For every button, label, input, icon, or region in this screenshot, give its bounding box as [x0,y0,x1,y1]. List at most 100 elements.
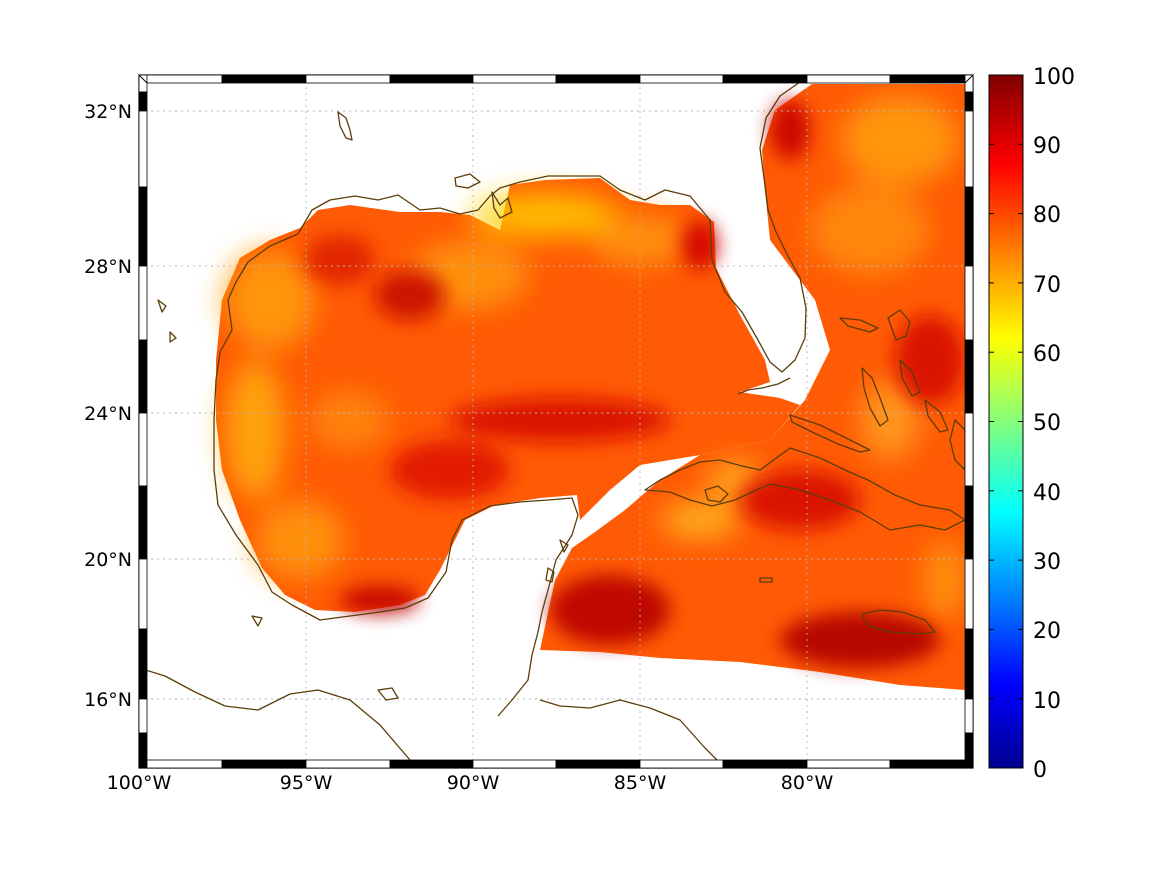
border-corner [138,74,148,84]
border-segment [138,91,148,112]
light-patch [225,250,315,350]
light-patch [810,185,930,275]
light-patch [860,380,920,460]
map-frame [138,74,974,769]
border-segment [964,339,974,414]
light-patch [590,215,690,265]
dark-patch [780,612,940,668]
border-segment [138,759,223,769]
light-patch [225,360,285,500]
border-segment [964,485,974,560]
light-patch [840,95,960,185]
border-segment [722,759,808,769]
cozumel [545,567,555,583]
border-segment [964,186,974,267]
coastlines [139,75,966,768]
colorbar-label: 10 [1033,689,1061,714]
dark-patch [740,470,860,530]
colorbar-label: 30 [1033,550,1061,575]
x-axis-labels: 100°W 95°W 90°W 85°W 80°W [107,772,834,794]
central-america-coast [139,667,422,768]
small-island-cam [377,687,399,701]
colorbar: 100 90 80 70 60 50 40 30 20 10 0 [988,65,1075,783]
border-segment [964,558,974,630]
border-corner [138,759,148,769]
x-tick-label: 80°W [781,772,834,794]
bahamas-eleuthera [899,359,921,397]
border-segment [472,74,557,84]
mexico-gulf-coast [213,469,579,717]
x-tick-label: 100°W [107,772,172,794]
border-segment [806,759,891,769]
border-segment [964,265,974,341]
border-segment [964,412,974,487]
colorbar-label: 100 [1033,65,1075,90]
cuba [644,447,966,531]
light-patch [923,540,967,620]
border-segment [138,698,148,734]
dark-patch [770,100,810,160]
y-tick-label: 24°N [84,403,132,425]
border-segment [138,265,148,341]
border-segment [138,74,223,84]
border-segment [964,74,974,93]
border-segment [806,74,891,84]
x-tick-label: 90°W [447,772,500,794]
dark-patch [340,586,420,614]
border-segment [221,74,307,84]
x-tick-label: 85°W [614,772,667,794]
border-segment [964,110,974,188]
colorbar-label: 60 [1033,342,1061,367]
colorbar-label: 90 [1033,134,1061,159]
border-segment [722,74,808,84]
border-segment [472,759,557,769]
border-segment [964,628,974,700]
border-corner [964,74,974,84]
border-segment [639,74,724,84]
small-island-west [157,299,167,313]
cayman-islands [759,577,773,583]
colorbar-label: 40 [1033,481,1061,506]
border-checker [138,74,974,769]
light-patch [660,502,740,538]
border-segment [138,558,148,630]
island-yucatan-north [559,539,569,553]
honduras-coast [539,699,726,768]
colorbar-label: 20 [1033,619,1061,644]
light-patch [310,390,390,450]
x-tick-label: 95°W [280,772,333,794]
border-segment [639,759,724,769]
haiti-edge [949,419,966,471]
border-segment [389,74,474,84]
jamaica [861,609,936,635]
grand-bahama [839,317,879,333]
mississippi-delta [491,191,513,219]
gridlines [139,75,973,768]
dark-patch [895,315,965,405]
border-segment [389,759,474,769]
light-patch [470,193,620,237]
colorbar-label: 80 [1033,203,1061,228]
border-segment [138,74,148,93]
bahamas-abaco [887,309,911,341]
border-segment [305,74,391,84]
y-tick-label: 16°N [84,689,132,711]
border-segment [889,74,974,84]
florida-keys [737,377,791,395]
colorbar-label: 50 [1033,411,1061,436]
border-segment [138,412,148,487]
colorbar-label: 70 [1033,273,1061,298]
dark-patch [375,270,445,320]
small-island-sw [251,615,263,627]
dark-patch [390,440,510,500]
isle-of-youth [704,485,729,503]
small-island-west-2 [169,331,177,343]
us-gulf-coast [213,75,821,470]
border-segment [305,759,391,769]
dark-patch [450,398,670,442]
dark-patch [550,575,670,645]
gulf-field [216,178,800,612]
border-segment [889,759,974,769]
border-segment [221,759,307,769]
border-segment [555,759,641,769]
